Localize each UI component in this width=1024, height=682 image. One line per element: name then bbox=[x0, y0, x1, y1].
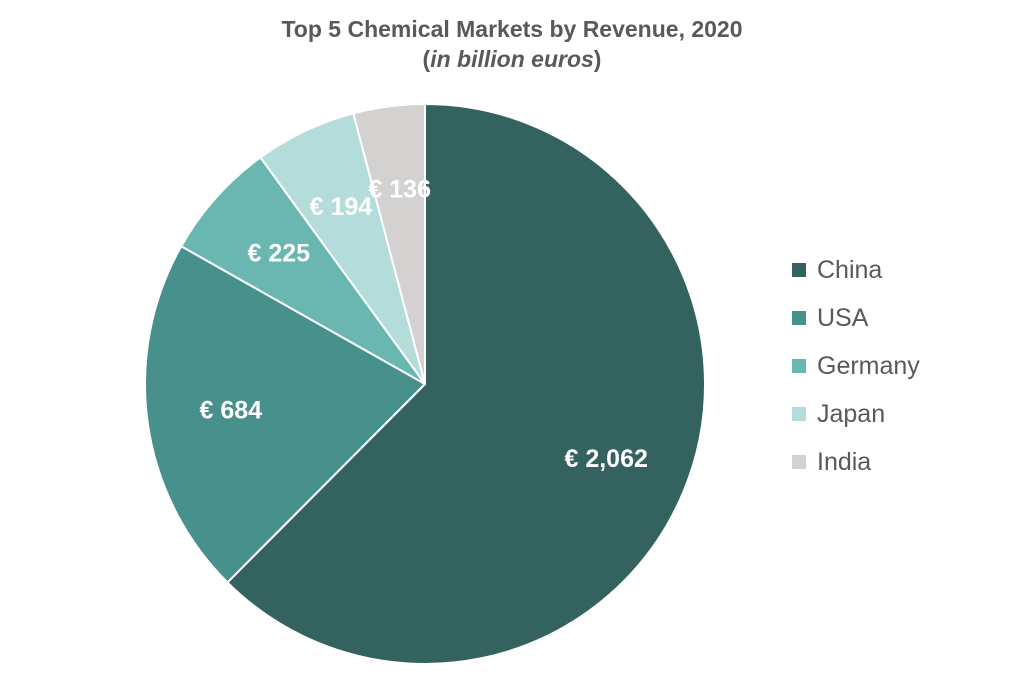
legend-label: India bbox=[817, 448, 872, 476]
data-label-india: € 136 bbox=[368, 176, 431, 204]
legend-swatch bbox=[792, 263, 806, 277]
chart-subtitle: (in billion euros) bbox=[0, 44, 1024, 74]
pie-slice-usa bbox=[144, 245, 426, 584]
legend-label: USA bbox=[817, 304, 869, 332]
legend-swatch bbox=[792, 407, 806, 421]
chart-unit: in billion euros bbox=[430, 46, 594, 72]
subtitle-close-paren: ) bbox=[593, 46, 602, 72]
pie-slice-india bbox=[352, 103, 426, 385]
data-label-germany: € 225 bbox=[248, 240, 311, 268]
pie-slice-germany bbox=[180, 156, 426, 385]
pie-slices bbox=[144, 103, 706, 665]
data-label-china: € 2,062 bbox=[564, 445, 647, 473]
legend: China USA Germany Japan India bbox=[792, 246, 920, 486]
chart-header: Top 5 Chemical Markets by Revenue, 2020 … bbox=[0, 14, 1024, 74]
data-label-japan: € 194 bbox=[310, 193, 373, 221]
pie-data-labels: € 2,062 € 684 € 225 € 194€ 136 bbox=[200, 176, 648, 473]
legend-item-china: China bbox=[792, 246, 920, 294]
legend-item-india: India bbox=[792, 438, 920, 486]
legend-label: Japan bbox=[817, 400, 886, 428]
legend-item-usa: USA bbox=[792, 294, 920, 342]
legend-item-japan: Japan bbox=[792, 390, 920, 438]
legend-swatch bbox=[792, 455, 806, 469]
legend-label: China bbox=[817, 256, 883, 284]
legend-label: Germany bbox=[817, 352, 920, 380]
legend-swatch bbox=[792, 311, 806, 325]
legend-swatch bbox=[792, 359, 806, 373]
legend-item-germany: Germany bbox=[792, 342, 920, 390]
chart-title: Top 5 Chemical Markets by Revenue, 2020 bbox=[281, 16, 743, 42]
subtitle-open-paren: ( bbox=[422, 46, 431, 72]
pie-slice-china bbox=[226, 103, 706, 665]
data-label-usa: € 684 bbox=[200, 397, 263, 425]
